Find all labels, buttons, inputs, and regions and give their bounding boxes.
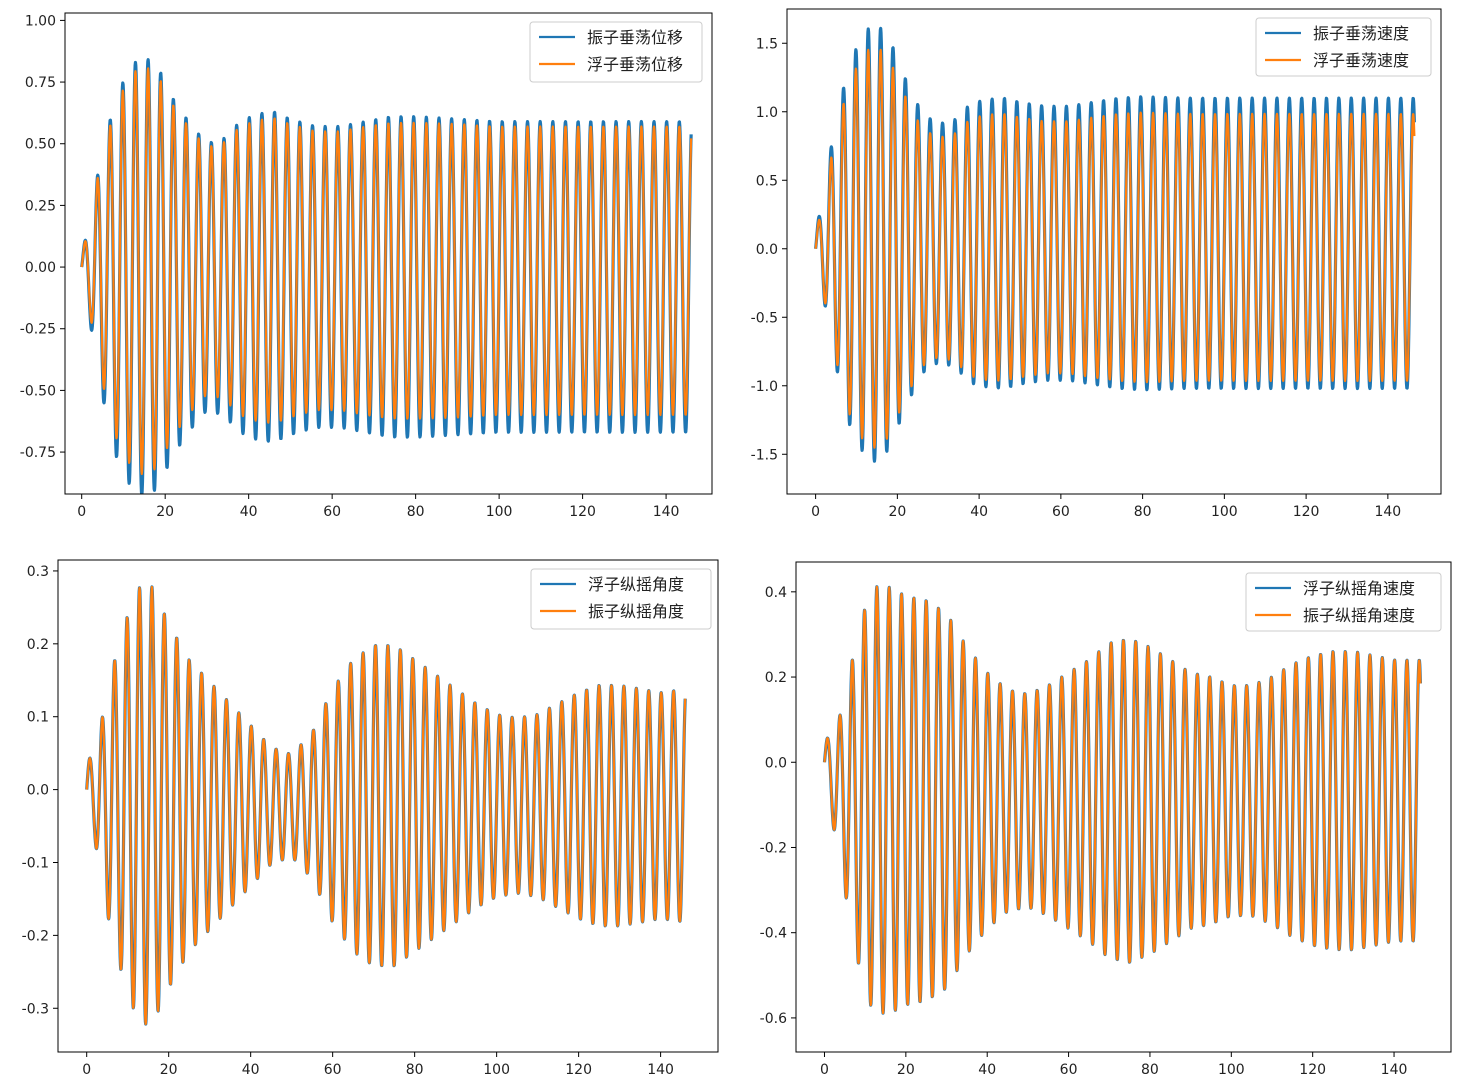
x-tick-label: 60 xyxy=(1052,504,1070,520)
x-tick-label: 40 xyxy=(240,504,258,520)
series-line-2 xyxy=(80,67,693,476)
x-tick-label: 100 xyxy=(483,1062,510,1078)
x-tick-label: 0 xyxy=(811,504,820,520)
x-tick-label: 80 xyxy=(406,1062,424,1078)
y-tick-label: 0.00 xyxy=(25,260,56,276)
legend-label: 振子纵摇角速度 xyxy=(1303,606,1415,625)
legend-label: 浮子纵摇角速度 xyxy=(1303,579,1415,598)
x-tick-label: 20 xyxy=(160,1062,178,1078)
y-tick-label: -0.25 xyxy=(20,322,56,338)
x-tick-label: 80 xyxy=(1141,1062,1159,1078)
axes-frame xyxy=(786,8,1442,495)
y-tick-label: 0.5 xyxy=(756,173,778,189)
x-tick-label: 0 xyxy=(820,1062,829,1078)
y-tick-label: 0.0 xyxy=(765,755,787,771)
legend-box xyxy=(1245,572,1442,632)
chart-panel-top-left: 0 20 40 60 80 100 120 140 -0.75 -0.50 -0.25 0.00 0.2… xyxy=(20,12,713,520)
x-tick-label: 80 xyxy=(1134,504,1152,520)
x-tick-label: 80 xyxy=(407,504,425,520)
axes-frame xyxy=(57,559,719,1053)
chart-panel-bottom-left: 0 20 40 60 80 100 120 140 -0.3 -0.2 -0.1 0.0 0.1 0.2 0… xyxy=(22,559,719,1078)
x-tick-label: 140 xyxy=(647,1062,674,1078)
y-tick-label: 1.0 xyxy=(756,105,778,121)
y-tick-label: 0.75 xyxy=(25,75,56,91)
axes-frame xyxy=(795,561,1452,1053)
y-tick-label: 0.50 xyxy=(25,137,56,153)
series-line-2 xyxy=(85,585,687,1026)
x-tick-label: 20 xyxy=(888,504,906,520)
x-tick-label: 40 xyxy=(242,1062,260,1078)
y-tick-label: 0.0 xyxy=(756,242,778,258)
y-tick-label: -0.3 xyxy=(22,1001,49,1017)
x-tick-label: 100 xyxy=(1211,504,1238,520)
y-tick-label: -1.0 xyxy=(751,379,778,395)
x-tick-label: 20 xyxy=(897,1062,915,1078)
legend-label: 振子纵摇角度 xyxy=(588,602,684,621)
x-tick-label: 140 xyxy=(1381,1062,1408,1078)
series-line-1 xyxy=(814,26,1416,463)
x-tick-label: 60 xyxy=(1060,1062,1078,1078)
y-tick-label: -0.5 xyxy=(751,310,778,326)
x-tick-label: 100 xyxy=(486,504,513,520)
x-tick-label: 120 xyxy=(569,504,596,520)
series-line-2 xyxy=(823,585,1422,1015)
y-tick-label: 0.0 xyxy=(27,783,49,799)
legend-label: 振子垂荡位移 xyxy=(587,28,683,47)
y-tick-label: 0.25 xyxy=(25,198,56,214)
y-tick-label: 0.1 xyxy=(27,710,49,726)
x-tick-label: 120 xyxy=(565,1062,592,1078)
y-tick-label: -0.1 xyxy=(22,855,49,871)
y-tick-label: -0.2 xyxy=(760,840,787,856)
x-tick-label: 40 xyxy=(978,1062,996,1078)
x-tick-label: 0 xyxy=(77,504,86,520)
y-tick-label: 0.2 xyxy=(765,670,787,686)
series-line-2 xyxy=(814,48,1416,449)
x-tick-label: 120 xyxy=(1299,1062,1326,1078)
x-tick-label: 140 xyxy=(1374,504,1401,520)
x-tick-label: 120 xyxy=(1293,504,1320,520)
y-tick-label: -0.4 xyxy=(760,926,787,942)
y-tick-label: 0.4 xyxy=(765,585,787,601)
x-tick-label: 20 xyxy=(156,504,174,520)
y-tick-label: 1.5 xyxy=(756,36,778,52)
legend-label: 振子垂荡速度 xyxy=(1313,24,1409,43)
y-tick-label: 0.2 xyxy=(27,637,49,653)
x-tick-label: 0 xyxy=(82,1062,91,1078)
y-tick-label: 0.3 xyxy=(27,564,49,580)
chart-panel-top-right: 0 20 40 60 80 100 120 140 -1.5 -1.0 -0.5 0.0 0.5 1.0 1… xyxy=(751,8,1442,520)
x-tick-label: 100 xyxy=(1218,1062,1245,1078)
legend-label: 浮子垂荡速度 xyxy=(1313,51,1409,70)
x-tick-label: 140 xyxy=(653,504,680,520)
x-tick-label: 60 xyxy=(323,504,341,520)
y-tick-label: 1.00 xyxy=(25,13,56,29)
legend-label: 浮子纵摇角度 xyxy=(588,575,684,594)
y-tick-label: -1.5 xyxy=(751,447,778,463)
axes-frame xyxy=(64,12,713,495)
y-tick-label: -0.75 xyxy=(20,445,56,461)
y-tick-label: -0.2 xyxy=(22,928,49,944)
x-tick-label: 40 xyxy=(970,504,988,520)
legend-label: 浮子垂荡位移 xyxy=(587,55,683,74)
chart-panel-bottom-right: 0 20 40 60 80 100 120 140 -0.6 -0.4 -0.2 0.0 0.2 0.4 浮… xyxy=(760,561,1452,1078)
y-tick-label: -0.50 xyxy=(20,383,56,399)
x-tick-label: 60 xyxy=(324,1062,342,1078)
y-tick-label: -0.6 xyxy=(760,1011,787,1027)
